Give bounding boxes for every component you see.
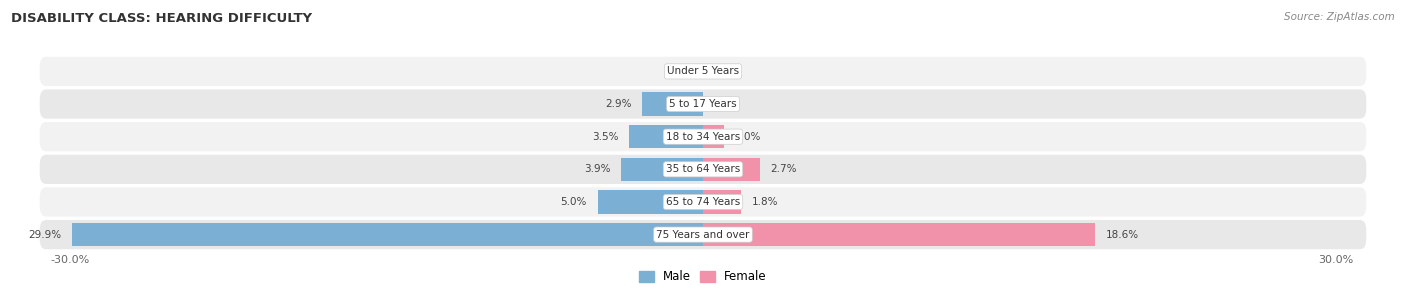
FancyBboxPatch shape [38, 121, 1367, 152]
Bar [703, 190, 741, 214]
Text: 18.6%: 18.6% [1105, 230, 1139, 240]
Text: 18 to 34 Years: 18 to 34 Years [666, 132, 740, 142]
Text: 0.0%: 0.0% [713, 66, 740, 76]
Text: Under 5 Years: Under 5 Years [666, 66, 740, 76]
FancyBboxPatch shape [38, 154, 1367, 185]
Bar [703, 158, 759, 181]
Text: 0.0%: 0.0% [666, 66, 693, 76]
Bar [621, 158, 703, 181]
Legend: Male, Female: Male, Female [634, 266, 772, 288]
Text: 1.8%: 1.8% [751, 197, 778, 207]
Text: Source: ZipAtlas.com: Source: ZipAtlas.com [1284, 12, 1395, 22]
Text: 3.5%: 3.5% [592, 132, 619, 142]
Text: 29.9%: 29.9% [28, 230, 62, 240]
Text: 1.0%: 1.0% [734, 132, 761, 142]
Text: 0.0%: 0.0% [713, 99, 740, 109]
Text: 35 to 64 Years: 35 to 64 Years [666, 164, 740, 174]
Text: 5 to 17 Years: 5 to 17 Years [669, 99, 737, 109]
Text: DISABILITY CLASS: HEARING DIFFICULTY: DISABILITY CLASS: HEARING DIFFICULTY [11, 12, 312, 25]
Bar [703, 125, 724, 148]
FancyBboxPatch shape [38, 219, 1367, 250]
Text: 2.9%: 2.9% [605, 99, 631, 109]
Text: 75 Years and over: 75 Years and over [657, 230, 749, 240]
Text: 5.0%: 5.0% [561, 197, 588, 207]
Text: 2.7%: 2.7% [770, 164, 797, 174]
Bar [643, 92, 703, 116]
Text: 3.9%: 3.9% [583, 164, 610, 174]
Bar [598, 190, 703, 214]
Bar [703, 223, 1095, 246]
FancyBboxPatch shape [38, 88, 1367, 120]
Text: 65 to 74 Years: 65 to 74 Years [666, 197, 740, 207]
FancyBboxPatch shape [38, 186, 1367, 218]
Bar [73, 223, 703, 246]
Bar [630, 125, 703, 148]
FancyBboxPatch shape [38, 56, 1367, 87]
